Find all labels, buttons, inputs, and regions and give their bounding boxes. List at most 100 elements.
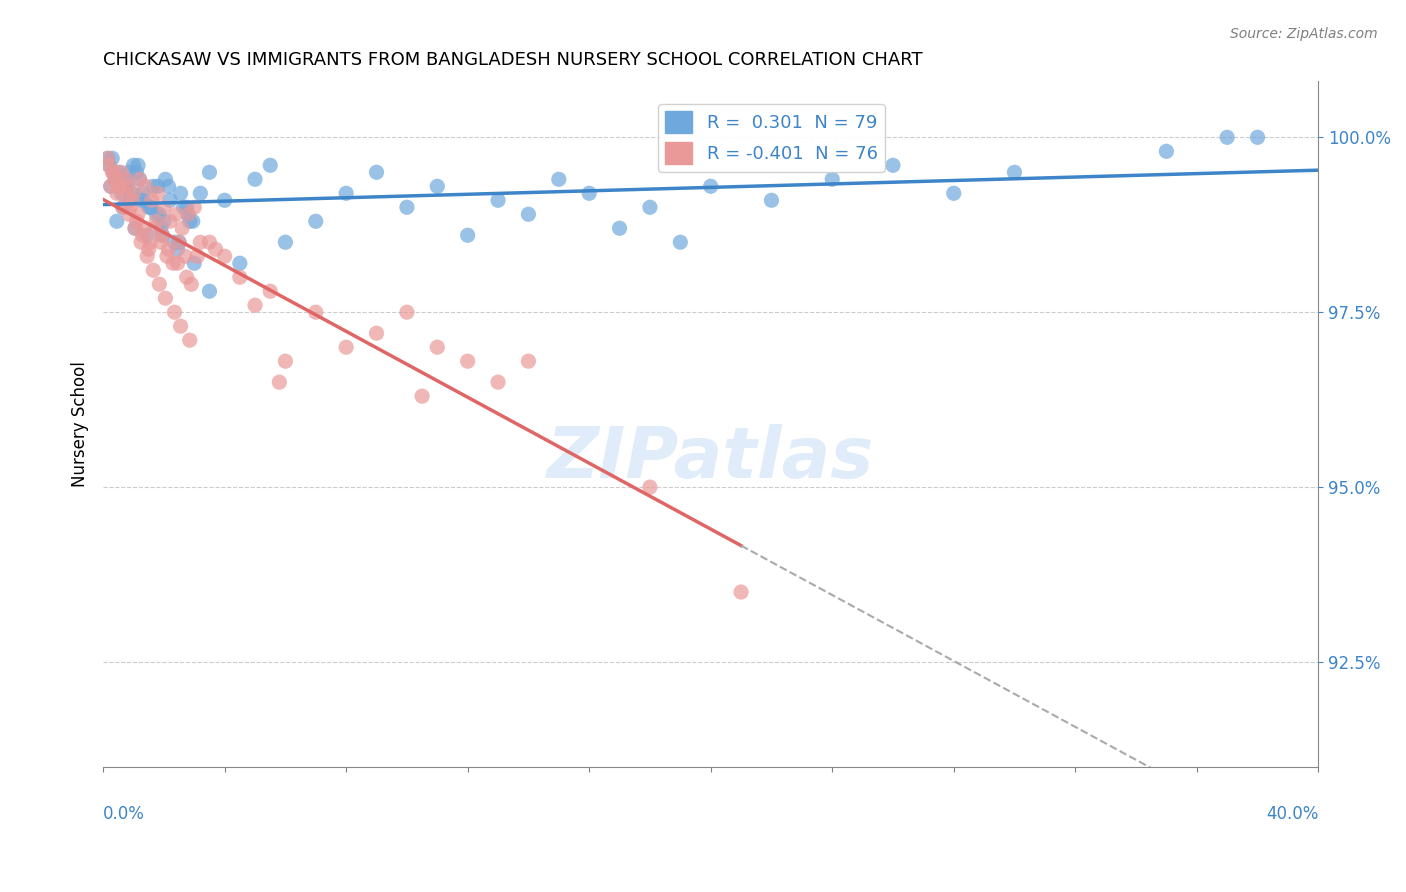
Point [882, 158, 904, 172]
Point [426, 179, 449, 194]
Point [134, 194, 156, 208]
Point [146, 179, 169, 194]
Point [124, 221, 146, 235]
Point [136, 249, 159, 263]
Point [125, 165, 148, 179]
Point [179, 333, 201, 347]
Point [110, 186, 132, 201]
Point [174, 249, 197, 263]
Point [177, 207, 200, 221]
Point [204, 242, 226, 256]
Text: ZIPatlas: ZIPatlas [547, 424, 875, 493]
Point [115, 172, 138, 186]
Point [173, 200, 195, 214]
Point [112, 179, 135, 194]
Point [108, 179, 131, 194]
Point [138, 200, 160, 214]
Point [366, 326, 388, 341]
Point [159, 214, 181, 228]
Point [142, 179, 165, 194]
Point [177, 207, 200, 221]
Point [124, 221, 146, 235]
Point [547, 172, 569, 186]
Point [188, 235, 211, 250]
Point [426, 340, 449, 354]
Point [131, 228, 153, 243]
Point [176, 270, 198, 285]
Point [104, 172, 127, 186]
Point [105, 186, 128, 201]
Point [1156, 145, 1178, 159]
Point [136, 228, 159, 243]
Point [156, 249, 179, 263]
Point [169, 319, 191, 334]
Point [120, 200, 142, 214]
Point [117, 179, 139, 194]
Point [97, 151, 120, 165]
Point [259, 284, 281, 298]
Point [121, 194, 143, 208]
Point [104, 172, 127, 186]
Point [638, 480, 661, 494]
Point [335, 340, 357, 354]
Point [188, 186, 211, 201]
Point [100, 179, 122, 194]
Point [115, 172, 138, 186]
Point [486, 375, 509, 389]
Point [122, 186, 145, 201]
Point [163, 235, 186, 250]
Point [1246, 130, 1268, 145]
Point [139, 235, 162, 250]
Point [155, 172, 177, 186]
Point [128, 172, 150, 186]
Point [148, 277, 170, 292]
Point [395, 305, 418, 319]
Point [214, 194, 236, 208]
Point [135, 179, 157, 194]
Point [143, 221, 166, 235]
Point [274, 235, 297, 250]
Point [110, 165, 132, 179]
Point [111, 200, 134, 214]
Point [118, 207, 141, 221]
Point [145, 207, 167, 221]
Point [169, 186, 191, 201]
Point [179, 214, 201, 228]
Point [100, 179, 122, 194]
Point [128, 172, 150, 186]
Point [638, 200, 661, 214]
Point [101, 151, 124, 165]
Point [138, 242, 160, 256]
Point [176, 200, 198, 214]
Point [457, 354, 479, 368]
Point [145, 214, 167, 228]
Point [101, 165, 124, 179]
Point [127, 207, 149, 221]
Point [146, 186, 169, 201]
Point [134, 221, 156, 235]
Point [98, 158, 121, 172]
Point [761, 194, 783, 208]
Point [107, 179, 129, 194]
Point [730, 585, 752, 599]
Point [118, 165, 141, 179]
Point [97, 151, 120, 165]
Point [517, 354, 540, 368]
Y-axis label: Nursery School: Nursery School [72, 361, 89, 487]
Point [157, 179, 180, 194]
Point [183, 256, 205, 270]
Point [131, 186, 153, 201]
Point [942, 186, 965, 201]
Point [98, 158, 121, 172]
Point [163, 305, 186, 319]
Point [305, 214, 328, 228]
Point [142, 263, 165, 277]
Point [148, 207, 170, 221]
Point [111, 200, 134, 214]
Point [139, 200, 162, 214]
Point [229, 270, 252, 285]
Point [129, 235, 152, 250]
Point [274, 354, 297, 368]
Point [669, 235, 692, 250]
Point [821, 172, 844, 186]
